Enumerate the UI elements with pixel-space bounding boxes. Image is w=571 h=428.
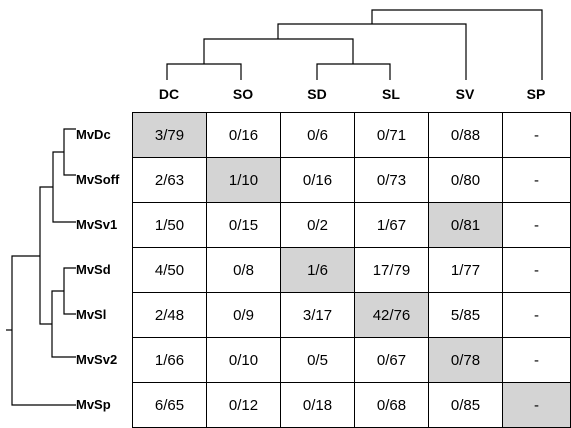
matrix-cell: 0/16 bbox=[207, 113, 281, 158]
column-header-sd: SD bbox=[307, 86, 327, 102]
tree-branch-dc-so bbox=[166, 63, 242, 80]
row-label-mvdc: MvDc bbox=[76, 126, 111, 142]
matrix-cell: - bbox=[503, 158, 571, 203]
column-header-dc: DC bbox=[158, 86, 180, 102]
matrix-cell: 0/6 bbox=[281, 113, 355, 158]
column-header-sl: SL bbox=[382, 86, 400, 102]
matrix-cell: - bbox=[503, 293, 571, 338]
column-header-sp: SP bbox=[526, 86, 546, 102]
matrix-cell: 0/10 bbox=[207, 338, 281, 383]
matrix-cell: 0/16 bbox=[281, 158, 355, 203]
matrix-cell: 42/76 bbox=[355, 293, 429, 338]
matrix-cell: 0/68 bbox=[355, 383, 429, 428]
matrix-cell: - bbox=[503, 113, 571, 158]
matrix-cell: 0/5 bbox=[281, 338, 355, 383]
row-label-mvsp: MvSp bbox=[76, 396, 111, 412]
matrix-cell: 0/80 bbox=[429, 158, 503, 203]
matrix-cell: 0/15 bbox=[207, 203, 281, 248]
row-label-mvsd: MvSd bbox=[76, 261, 111, 277]
matrix-cell: - bbox=[503, 203, 571, 248]
matrix-cell: 3/79 bbox=[133, 113, 207, 158]
matrix-cell: 0/2 bbox=[281, 203, 355, 248]
tree-branch-dcso-sdsl bbox=[203, 38, 354, 64]
matrix-cell: 0/78 bbox=[429, 338, 503, 383]
data-matrix: 3/79 0/16 0/6 0/71 0/88-2/63 1/10 0/16 0/73 0/80… bbox=[132, 112, 571, 428]
tree-branch-mvsd-mvsl bbox=[63, 267, 76, 315]
matrix-cell: 0/8 bbox=[207, 248, 281, 293]
matrix-cell: 0/73 bbox=[355, 158, 429, 203]
row-label-mvsl: MvSl bbox=[76, 306, 107, 322]
matrix-cell: 0/9 bbox=[207, 293, 281, 338]
row-dendrogram bbox=[6, 128, 76, 406]
column-dendrogram bbox=[166, 9, 543, 80]
matrix-cell: 4/50 bbox=[133, 248, 207, 293]
tree-branch-mvdc-mvsoff bbox=[63, 128, 76, 176]
matrix-cell: 5/85 bbox=[429, 293, 503, 338]
matrix-cell: 2/63 bbox=[133, 158, 207, 203]
matrix-cell: 1/66 bbox=[133, 338, 207, 383]
matrix-cell: 1/50 bbox=[133, 203, 207, 248]
tree-branch-two-clades bbox=[39, 186, 53, 325]
matrix-cell: 0/88 bbox=[429, 113, 503, 158]
matrix-cell: 17/79 bbox=[355, 248, 429, 293]
matrix-cell: - bbox=[503, 248, 571, 293]
matrix-cell: 1/77 bbox=[429, 248, 503, 293]
matrix-cell: 0/67 bbox=[355, 338, 429, 383]
matrix-cell: 0/71 bbox=[355, 113, 429, 158]
tree-branch-sv bbox=[277, 23, 467, 80]
matrix-cell: - bbox=[503, 338, 571, 383]
matrix-cell: 6/65 bbox=[133, 383, 207, 428]
row-label-mvsv1: MvSv1 bbox=[76, 216, 118, 232]
matrix-cell: 1/10 bbox=[207, 158, 281, 203]
matrix-cell: 0/18 bbox=[281, 383, 355, 428]
matrix-cell: 0/12 bbox=[207, 383, 281, 428]
row-label-mvsv2: MvSv2 bbox=[76, 351, 118, 367]
matrix-cell: 2/48 bbox=[133, 293, 207, 338]
matrix-cell: 1/6 bbox=[281, 248, 355, 293]
matrix-cell: 3/17 bbox=[281, 293, 355, 338]
tree-branch-root-sp bbox=[371, 9, 543, 80]
row-label-mvsoff: MvSoff bbox=[76, 171, 120, 187]
column-header-so: SO bbox=[232, 86, 254, 102]
matrix-cell: - bbox=[503, 383, 571, 428]
matrix-cell: 0/85 bbox=[429, 383, 503, 428]
tree-branch-sd-sl bbox=[316, 63, 391, 80]
matrix-cell: 0/81 bbox=[429, 203, 503, 248]
matrix-cell: 1/67 bbox=[355, 203, 429, 248]
tree-branch-mvsp bbox=[11, 255, 76, 406]
column-header-sv: SV bbox=[455, 86, 475, 102]
